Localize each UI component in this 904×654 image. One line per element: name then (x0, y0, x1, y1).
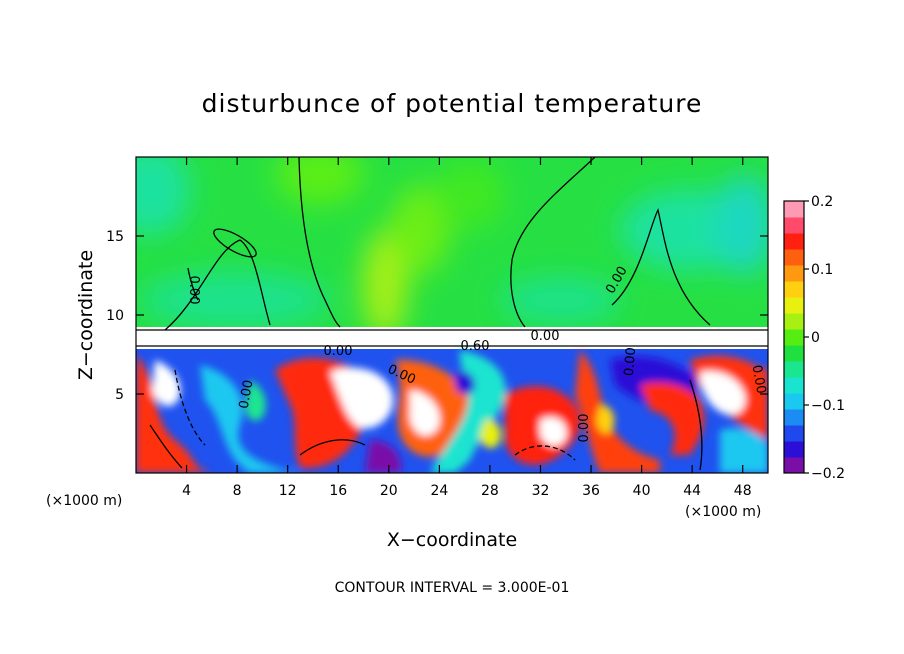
x-tick-label: 12 (279, 483, 297, 499)
colorbar-swatch (784, 345, 804, 362)
mid-band (136, 327, 768, 349)
y-tick-label: 15 (106, 229, 124, 245)
colorbar-swatch (784, 457, 804, 474)
plot-area: 0.00 0.00 0.00 0.00 0.00 0.00 0.00 0.00 … (136, 157, 768, 473)
colorbar-swatch (784, 393, 804, 410)
contour-label-group: 0.00 0.00 0.00 0.00 0.00 0.00 0.00 0.00 … (186, 264, 768, 443)
y-axis-label: Z−coordinate (75, 250, 97, 380)
x-tick-label: 44 (683, 483, 701, 499)
colorbar-swatch (784, 409, 804, 426)
colorbar-swatch (784, 233, 804, 250)
colorbar-swatch (784, 441, 804, 458)
y-tick-label: 10 (106, 308, 124, 324)
contour-label: 0.00 (577, 414, 592, 443)
x-tick-label: 28 (481, 483, 499, 499)
x-tick-label: 24 (430, 483, 448, 499)
contour-label: 0.60 (461, 339, 490, 354)
contour-lines (136, 157, 768, 471)
contour-label: 0.00 (186, 276, 201, 305)
colorbar-swatch (784, 201, 804, 218)
x-tick-label: 4 (182, 483, 191, 499)
contour-label: 0.00 (324, 344, 353, 359)
colorbar: 0.2 0.1 0 −0.1 −0.2 (783, 194, 845, 482)
colorbar-tick-label: 0.2 (811, 194, 833, 210)
contour-interval-note: CONTOUR INTERVAL = 3.000E-01 (335, 580, 570, 596)
colorbar-tick-label: 0.1 (811, 262, 833, 278)
colorbar-swatch (784, 329, 804, 346)
colorbar-swatch (784, 377, 804, 394)
x-tick-label: 20 (380, 483, 398, 499)
colorbar-swatch (784, 217, 804, 234)
contour-label: 0.00 (749, 364, 769, 395)
x-unit-right: (×1000 m) (685, 504, 761, 520)
colorbar-swatch (784, 297, 804, 314)
x-tick-label: 40 (633, 483, 651, 499)
chart-title: disturbunce of potential temperature (202, 89, 703, 118)
x-unit-left: (×1000 m) (46, 493, 122, 509)
colorbar-swatch (784, 265, 804, 282)
colorbar-swatch (784, 361, 804, 378)
colorbar-swatch (784, 249, 804, 266)
x-tick-label: 8 (233, 483, 242, 499)
colorbar-tick-label: 0 (811, 330, 820, 346)
x-tick-label: 48 (734, 483, 752, 499)
y-tick-label: 5 (115, 387, 124, 403)
contour-label: 0.00 (237, 379, 257, 410)
colorbar-swatch (784, 281, 804, 298)
contour-label: 0.00 (531, 329, 560, 344)
colorbar-swatch (784, 425, 804, 442)
x-axis-label: X−coordinate (387, 529, 517, 551)
x-tick-label: 36 (582, 483, 600, 499)
colorbar-tick-label: −0.2 (811, 466, 845, 482)
x-axis-ticks: 4 8 12 16 20 24 28 32 36 40 44 48 (182, 157, 752, 499)
upper-field-shading (136, 157, 768, 340)
colorbar-swatch (784, 313, 804, 330)
lower-field-shading (136, 350, 768, 473)
x-tick-label: 16 (329, 483, 347, 499)
x-tick-label: 32 (532, 483, 550, 499)
y-axis-ticks: 5 10 15 (106, 229, 768, 403)
contour-label: 0.00 (622, 347, 639, 377)
colorbar-tick-label: −0.1 (811, 398, 845, 414)
